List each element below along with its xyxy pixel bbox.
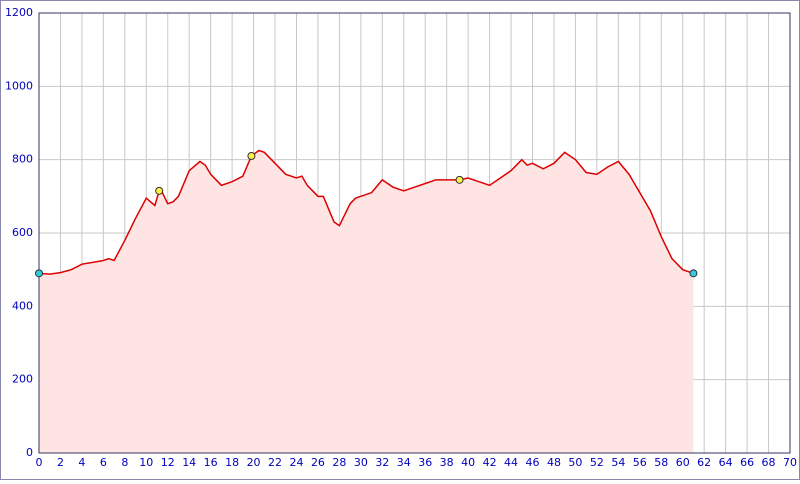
x-tick-label: 44 <box>504 456 518 469</box>
y-tick-label: 0 <box>26 446 33 459</box>
y-tick-label: 600 <box>12 226 33 239</box>
x-tick-label: 30 <box>354 456 368 469</box>
x-tick-label: 4 <box>78 456 85 469</box>
x-tick-label: 62 <box>697 456 711 469</box>
marker <box>247 152 256 160</box>
x-tick-label: 56 <box>633 456 647 469</box>
x-tick-label: 2 <box>57 456 64 469</box>
x-tick-label: 34 <box>397 456 411 469</box>
x-tick-label: 54 <box>611 456 625 469</box>
y-tick-label: 800 <box>12 153 33 166</box>
x-tick-label: 8 <box>121 456 128 469</box>
x-tick-label: 60 <box>676 456 690 469</box>
x-tick-label: 48 <box>547 456 561 469</box>
x-tick-label: 10 <box>139 456 153 469</box>
x-tick-label: 52 <box>590 456 604 469</box>
x-tick-label: 32 <box>375 456 389 469</box>
x-tick-label: 18 <box>225 456 239 469</box>
y-tick-label: 400 <box>12 299 33 312</box>
y-tick-label: 1200 <box>5 6 33 19</box>
x-tick-label: 40 <box>461 456 475 469</box>
marker <box>155 186 164 195</box>
x-tick-label: 0 <box>36 456 43 469</box>
x-tick-label: 46 <box>526 456 540 469</box>
x-tick-label: 36 <box>418 456 432 469</box>
plot-border <box>38 12 791 454</box>
profile-line <box>38 149 694 275</box>
x-tick-label: 12 <box>161 456 175 469</box>
marker <box>35 269 43 278</box>
x-tick-label: 42 <box>483 456 497 469</box>
marker <box>455 175 464 184</box>
y-tick-label: 1000 <box>5 79 33 92</box>
x-tick-label: 16 <box>204 456 218 469</box>
x-tick-label: 24 <box>289 456 303 469</box>
y-tick-label: 200 <box>12 373 33 386</box>
x-tick-label: 26 <box>311 456 325 469</box>
x-tick-label: 50 <box>568 456 582 469</box>
x-tick-label: 38 <box>440 456 454 469</box>
x-tick-label: 66 <box>740 456 754 469</box>
area-fill <box>39 150 694 453</box>
x-tick-label: 6 <box>100 456 107 469</box>
x-tick-label: 70 <box>783 456 797 469</box>
x-tick-label: 64 <box>719 456 733 469</box>
x-tick-label: 14 <box>182 456 196 469</box>
x-tick-label: 20 <box>247 456 261 469</box>
x-tick-label: 58 <box>654 456 668 469</box>
x-tick-label: 68 <box>762 456 776 469</box>
x-tick-label: 28 <box>332 456 346 469</box>
x-tick-label: 22 <box>268 456 282 469</box>
marker <box>689 269 698 278</box>
